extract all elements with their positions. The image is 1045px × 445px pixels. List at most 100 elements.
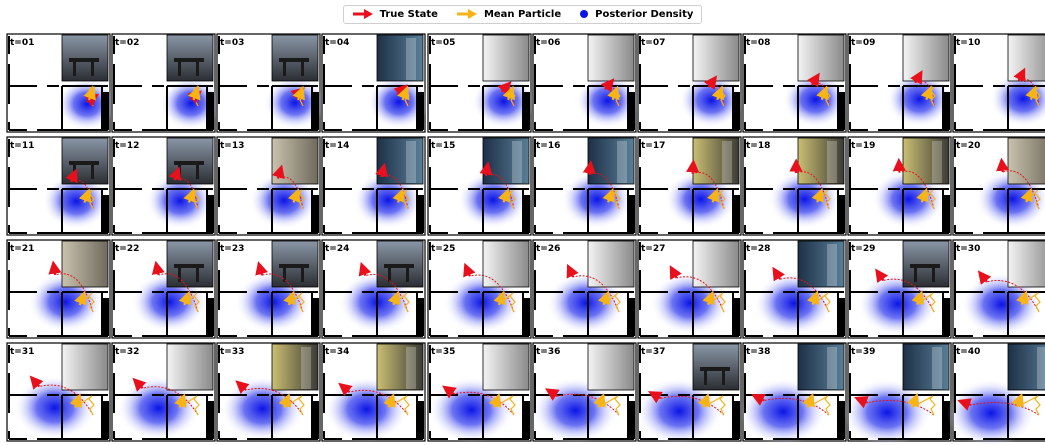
mean-particle-arrow (283, 290, 296, 306)
camera-view-inset (61, 240, 109, 288)
mean-particle-arrow (1011, 392, 1024, 408)
map-wall-block (208, 195, 214, 233)
camera-view-inset (1007, 137, 1045, 185)
camera-view-furniture (700, 367, 730, 371)
true-state-arrow (338, 382, 353, 397)
frame-time-label: t=02 (115, 38, 139, 48)
frame-time-label: t=33 (220, 347, 244, 357)
map-frame: t=27 (637, 239, 742, 339)
posterior-density-blob (42, 173, 110, 230)
camera-view-furniture (91, 62, 94, 76)
posterior-density-blob (146, 172, 215, 230)
true-state-trajectory (246, 388, 304, 416)
map-wall-block (103, 298, 109, 336)
camera-view-inset (376, 343, 424, 391)
mean-particle-trajectory (1021, 292, 1041, 313)
mean-particle-trajectory (1016, 395, 1041, 416)
camera-view-inset (797, 34, 845, 82)
map-wall-block (313, 298, 319, 336)
map-frame: t=15 (427, 136, 532, 236)
camera-view-furniture (283, 62, 286, 76)
posterior-density-blob (457, 170, 528, 229)
camera-view-inset (797, 137, 845, 185)
posterior-density-blob (961, 272, 1043, 337)
map-frame: t=17 (637, 136, 742, 236)
map-frame: t=39 (843, 342, 952, 445)
camera-view-furniture (69, 58, 99, 62)
mean-particle-arrow (911, 290, 924, 306)
camera-view-inset (692, 240, 740, 288)
frame-time-label: t=26 (536, 244, 560, 254)
mean-particle-trajectory (598, 395, 621, 416)
map-wall-block (524, 195, 530, 233)
camera-view-inset (797, 240, 845, 288)
mean-particle-arrow (397, 85, 410, 101)
posterior-density-blob (353, 171, 423, 229)
mean-particle-arrow (1025, 85, 1038, 101)
mean-particle-arrow (807, 290, 820, 306)
posterior-density-blob (13, 375, 96, 440)
mean-particle-trajectory (493, 395, 516, 416)
true-state-arrow (807, 72, 820, 88)
map-wall-block (629, 92, 635, 130)
legend-label-true-state: True State (379, 8, 438, 20)
posterior-density-blob (264, 76, 326, 130)
camera-view-furniture (283, 268, 286, 282)
frame-time-label: t=14 (325, 141, 349, 151)
true-state-arrow (772, 266, 785, 282)
mean-particle-trajectory (916, 292, 936, 313)
map-frame: t=08 (742, 33, 848, 133)
map-wall-block (313, 92, 319, 130)
frame-time-label: t=22 (115, 244, 139, 254)
frame-time-label: t=11 (10, 141, 34, 151)
camera-view-window (512, 141, 522, 183)
true-state-arrow (272, 164, 285, 180)
mean-particle-trajectory (74, 395, 95, 416)
true-state-arrow (977, 270, 992, 285)
mean-particle-trajectory (812, 292, 831, 313)
map-wall-block (734, 298, 740, 336)
true-state-arrow (168, 166, 182, 182)
camera-view-inset (482, 137, 530, 185)
legend-entry-mean-particle: Mean Particle (456, 9, 561, 20)
true-state-arrow (358, 261, 372, 277)
mean-particle-trajectory (79, 292, 95, 313)
true-state-arrow (996, 157, 1010, 173)
mean-particle-trajectory (392, 292, 410, 313)
mean-particle-arrow (1020, 187, 1034, 203)
true-state-trajectory (764, 397, 830, 416)
map-frame: t=22 (111, 239, 216, 339)
true-state-arrow (686, 159, 700, 174)
camera-view-inset (587, 137, 635, 185)
camera-view-window (827, 244, 837, 286)
map-frame: t=14 (321, 136, 426, 236)
legend-box: True State Mean Particle Posterior Densi… (342, 4, 703, 24)
camera-view-furniture (932, 268, 935, 282)
map-wall-block (103, 195, 109, 233)
map-frame: t=06 (532, 33, 640, 133)
mean-particle-arrow (74, 290, 87, 306)
mean-particle-arrow (488, 393, 502, 408)
legend-entry-posterior-density: Posterior Density (579, 9, 693, 20)
map-wall-block (629, 401, 635, 439)
true-state-arrow (442, 385, 457, 399)
true-state-trajectory (55, 273, 94, 313)
camera-view-furniture (73, 62, 76, 76)
posterior-density-blob (472, 74, 536, 129)
mean-particle-arrow (174, 393, 187, 408)
map-frame: t=11 (6, 136, 111, 236)
map-frame: t=26 (532, 239, 637, 339)
map-wall-block (313, 401, 319, 439)
true-state-trajectory (692, 172, 725, 210)
camera-view-inset (902, 34, 950, 82)
mean-particle-trajectory (603, 292, 621, 313)
mean-particle-arrow (383, 393, 396, 408)
frame-time-label: t=16 (536, 141, 560, 151)
map-frame: t=07 (637, 33, 744, 133)
true-state-trajectory (811, 82, 830, 107)
mean-particle-arrow (278, 393, 292, 408)
camera-view-inset (482, 34, 530, 82)
camera-view-inset (1007, 34, 1045, 82)
camera-view-furniture (91, 165, 94, 179)
mean-particle-trajectory (707, 292, 726, 313)
